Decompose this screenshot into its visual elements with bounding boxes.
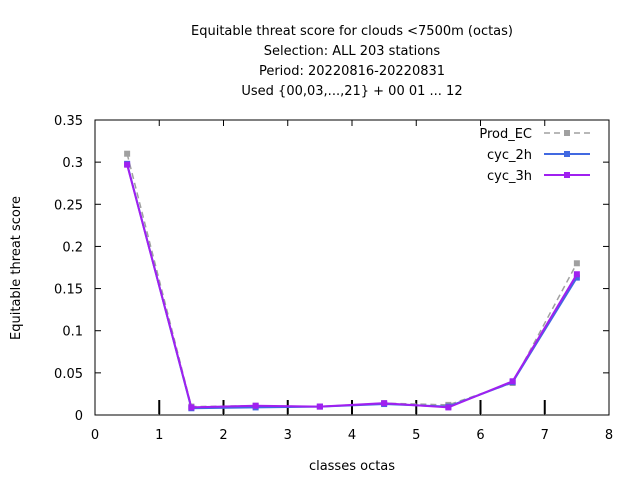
y-tick-label: 0.05 [54, 367, 83, 382]
series-line [126, 153, 578, 408]
data-point [445, 404, 452, 411]
title-line: Equitable threat score for clouds <7500m… [191, 24, 513, 39]
y-axis: 0 0.05 0.1 0.15 0.2 0.25 0.3 0.35 [54, 114, 609, 424]
y-tick-label: 0 [75, 409, 83, 424]
series-cyc_2h [124, 160, 580, 412]
legend-label: Prod_EC [479, 127, 532, 142]
series-line [126, 163, 578, 410]
title-line: Used {00,03,...,21} + 00 01 ... 12 [241, 84, 462, 99]
data-point [124, 150, 131, 157]
x-tick-label: 8 [605, 428, 613, 443]
y-tick-label: 0.35 [54, 114, 83, 129]
data-point [573, 271, 580, 278]
x-tick-label: 6 [476, 428, 484, 443]
x-tick-label: 1 [155, 428, 163, 443]
y-tick-label: 0.2 [62, 240, 83, 255]
legend-marker [564, 151, 570, 157]
chart-title: Equitable threat score for clouds <7500m… [191, 24, 513, 99]
legend-marker [564, 172, 570, 178]
plot-frame [94, 119, 610, 416]
legend-label: cyc_2h [487, 148, 532, 163]
data-point [124, 161, 131, 168]
data-point [316, 403, 323, 410]
title-line: Period: 20220816-20220831 [259, 64, 445, 79]
x-axis-label: classes octas [309, 459, 395, 474]
x-axis: 0 1 2 3 4 5 6 7 8 [91, 120, 613, 443]
data-point [188, 404, 195, 411]
series-group [124, 150, 580, 412]
x-tick-label: 0 [91, 428, 99, 443]
y-tick-label: 0.3 [62, 156, 83, 171]
y-tick-label: 0.25 [54, 198, 83, 213]
x-tick-label: 3 [284, 428, 292, 443]
legend: Prod_EC cyc_2h cyc_3h [479, 127, 590, 184]
data-point [509, 378, 516, 385]
y-axis-label: Equitable threat score [9, 196, 24, 340]
x-tick-label: 2 [219, 428, 227, 443]
series-Prod_EC [124, 150, 580, 410]
data-point [381, 400, 388, 407]
y-tick-label: 0.1 [62, 325, 83, 340]
data-point [573, 274, 580, 281]
x-tick-label: 7 [541, 428, 549, 443]
x-tick-label: 5 [412, 428, 420, 443]
series-cyc_3h [124, 161, 580, 411]
x-tick-label: 4 [348, 428, 356, 443]
legend-label: cyc_3h [487, 169, 532, 184]
y-tick-label: 0.15 [54, 283, 83, 298]
series-line [126, 164, 578, 409]
data-point [252, 402, 259, 409]
title-line: Selection: ALL 203 stations [264, 44, 441, 59]
data-point [573, 260, 580, 267]
legend-marker [564, 130, 570, 136]
